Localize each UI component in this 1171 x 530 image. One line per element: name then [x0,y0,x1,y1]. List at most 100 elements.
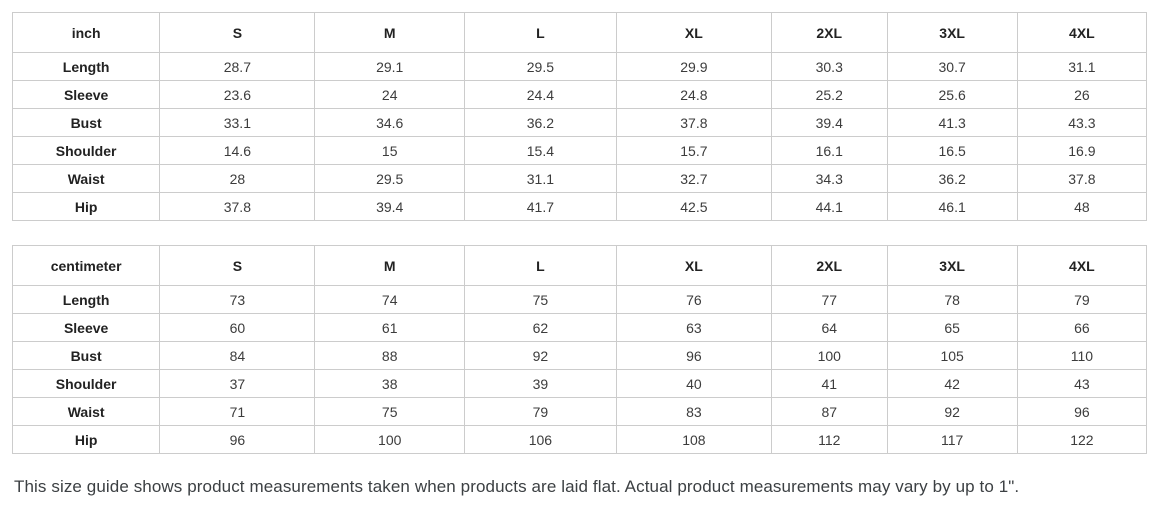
measurement-value-cell: 37.8 [159,192,316,221]
measurement-value-cell: 75 [314,397,465,426]
measurement-value-cell: 46.1 [886,192,1018,221]
measurement-value-cell: 106 [463,425,617,454]
measurement-value-cell: 66 [1016,313,1148,342]
measurement-value-cell: 24.8 [615,80,772,109]
measurement-value-cell: 122 [1016,425,1148,454]
measurement-value-cell: 34.6 [314,108,465,137]
measurement-value-cell: 63 [615,313,772,342]
measurement-row: Sleeve 23.6 24 24.4 24.8 25.2 25.6 26 [11,80,1148,109]
measurement-value-cell: 38 [314,369,465,398]
size-header-row: centimeter S M L XL 2XL 3XL 4XL [11,245,1148,286]
measurement-value-cell: 44.1 [770,192,888,221]
measurement-value-cell: 65 [886,313,1018,342]
measurement-value-cell: 61 [314,313,465,342]
measurement-value-cell: 76 [615,285,772,314]
measurement-value-cell: 41 [770,369,888,398]
size-header-cell: 3XL [886,12,1018,53]
measurement-value-cell: 42.5 [615,192,772,221]
measurement-value-cell: 32.7 [615,164,772,193]
size-header-cell: S [159,245,316,286]
measurement-value-cell: 48 [1016,192,1148,221]
size-header-cell: 2XL [770,245,888,286]
measurement-value-cell: 64 [770,313,888,342]
measurement-value-cell: 37 [159,369,316,398]
measurement-value-cell: 15.4 [463,136,617,165]
measurement-value-cell: 23.6 [159,80,316,109]
measurement-label-cell: Shoulder [11,369,161,398]
unit-header-cell: inch [11,12,161,53]
measurement-value-cell: 79 [1016,285,1148,314]
measurement-value-cell: 117 [886,425,1018,454]
measurement-value-cell: 92 [886,397,1018,426]
measurement-row: Length 73 74 75 76 77 78 79 [11,285,1148,314]
measurement-value-cell: 96 [159,425,316,454]
measurement-value-cell: 96 [1016,397,1148,426]
measurement-value-cell: 75 [463,285,617,314]
measurement-value-cell: 16.1 [770,136,888,165]
measurement-value-cell: 41.3 [886,108,1018,137]
measurement-value-cell: 43.3 [1016,108,1148,137]
measurement-value-cell: 29.5 [463,52,617,81]
measurement-value-cell: 79 [463,397,617,426]
measurement-value-cell: 25.2 [770,80,888,109]
measurement-value-cell: 14.6 [159,136,316,165]
measurement-value-cell: 43 [1016,369,1148,398]
size-header-cell: S [159,12,316,53]
size-header-cell: L [463,245,617,286]
measurement-row: Shoulder 14.6 15 15.4 15.7 16.1 16.5 16.9 [11,136,1148,165]
measurement-value-cell: 71 [159,397,316,426]
measurement-value-cell: 88 [314,341,465,370]
measurement-value-cell: 110 [1016,341,1148,370]
measurement-value-cell: 112 [770,425,888,454]
size-header-cell: XL [615,245,772,286]
measurement-label-cell: Length [11,52,161,81]
measurement-row: Hip 96 100 106 108 112 117 122 [11,425,1148,454]
size-header-cell: 3XL [886,245,1018,286]
measurement-value-cell: 36.2 [463,108,617,137]
measurement-value-cell: 25.6 [886,80,1018,109]
measurement-value-cell: 96 [615,341,772,370]
measurement-value-cell: 39.4 [770,108,888,137]
measurement-value-cell: 74 [314,285,465,314]
measurement-value-cell: 15 [314,136,465,165]
measurement-value-cell: 31.1 [463,164,617,193]
measurement-value-cell: 40 [615,369,772,398]
measurement-label-cell: Sleeve [11,80,161,109]
measurement-value-cell: 41.7 [463,192,617,221]
measurement-value-cell: 36.2 [886,164,1018,193]
measurement-value-cell: 92 [463,341,617,370]
measurement-row: Bust 33.1 34.6 36.2 37.8 39.4 41.3 43.3 [11,108,1148,137]
measurement-label-cell: Sleeve [11,313,161,342]
measurement-disclaimer-note: This size guide shows product measuremen… [14,477,1020,496]
size-header-row: inch S M L XL 2XL 3XL 4XL [11,12,1148,53]
measurement-value-cell: 16.9 [1016,136,1148,165]
measurement-value-cell: 83 [615,397,772,426]
measurement-value-cell: 42 [886,369,1018,398]
size-header-cell: L [463,12,617,53]
measurement-value-cell: 15.7 [615,136,772,165]
measurement-value-cell: 60 [159,313,316,342]
measurement-value-cell: 39 [463,369,617,398]
measurement-value-cell: 37.8 [1016,164,1148,193]
measurement-row: Sleeve 60 61 62 63 64 65 66 [11,313,1148,342]
unit-header-cell: centimeter [11,245,161,286]
measurement-value-cell: 29.9 [615,52,772,81]
measurement-label-cell: Hip [11,425,161,454]
measurement-value-cell: 16.5 [886,136,1018,165]
measurement-label-cell: Bust [11,341,161,370]
measurement-value-cell: 30.3 [770,52,888,81]
measurement-value-cell: 28 [159,164,316,193]
measurement-value-cell: 37.8 [615,108,772,137]
measurement-value-cell: 108 [615,425,772,454]
measurement-value-cell: 78 [886,285,1018,314]
size-table-inch: inch S M L XL 2XL 3XL 4XL Length 28.7 29.1 29.5 29.… [11,12,1148,221]
measurement-row: Waist 71 75 79 83 87 92 96 [11,397,1148,426]
measurement-row: Length 28.7 29.1 29.5 29.9 30.3 30.7 31.1 [11,52,1148,81]
measurement-value-cell: 33.1 [159,108,316,137]
measurement-value-cell: 77 [770,285,888,314]
measurement-label-cell: Length [11,285,161,314]
size-header-cell: XL [615,12,772,53]
measurement-label-cell: Waist [11,164,161,193]
size-header-cell: M [314,245,465,286]
